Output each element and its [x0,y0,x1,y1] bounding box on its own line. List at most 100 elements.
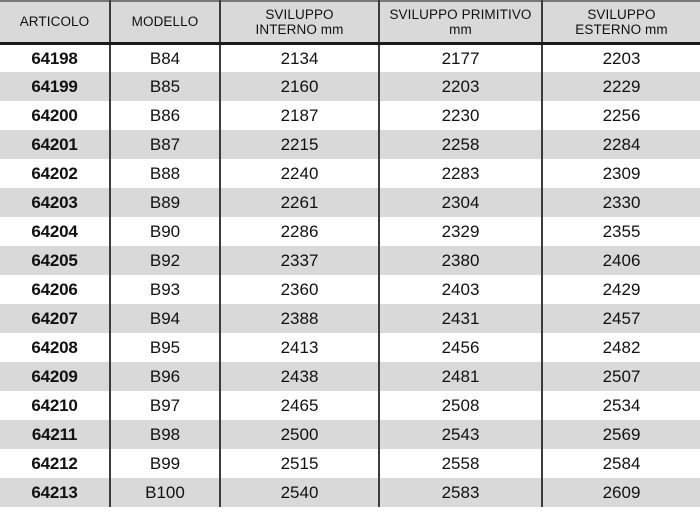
cell-articolo: 64206 [0,275,111,304]
cell-modello: B87 [110,130,221,159]
cell-sviluppo-esterno: 2330 [602,193,641,212]
cell-sviluppo-interno: 2540 [220,478,380,507]
specification-table: ARTICOLO MODELLO SVILUPPO INTERNO mm SVI… [0,0,700,507]
table-row: 64204 B90 2286 2329 2355 [0,217,700,246]
cell-sviluppo-interno: 2515 [220,449,380,478]
cell-modello: B95 [110,333,221,362]
table-row: 64201 B87 2215 2258 2284 [0,130,700,159]
cell-sviluppo-interno: 2215 [220,130,380,159]
cell-sviluppo-interno: 2134 [220,43,380,72]
cell-sviluppo-esterno: 2429 [602,280,641,299]
cell-sviluppo-primitivo: 2258 [379,130,543,159]
cell-articolo: 64213 [0,478,111,507]
cell-sviluppo-interno: 2240 [220,159,380,188]
cell-sviluppo-interno: 2337 [220,246,380,275]
cell-sviluppo-interno: 2465 [220,391,380,420]
cell-modello: B99 [110,449,221,478]
table-row: 64203 B89 2261 2304 2330 [0,188,700,217]
cell-modello: B98 [110,420,221,449]
cell-sviluppo-interno: 2261 [220,188,380,217]
cell-sviluppo-interno: 2388 [220,304,380,333]
table-row: 64208 B95 2413 2456 2482 [0,333,700,362]
cell-sviluppo-primitivo: 2431 [379,304,543,333]
table-header: ARTICOLO MODELLO SVILUPPO INTERNO mm SVI… [0,0,700,45]
column-header-articolo: ARTICOLO [0,0,111,45]
cell-articolo: 64202 [0,159,111,188]
cell-sviluppo-primitivo: 2403 [379,275,543,304]
cell-sviluppo-esterno: 2229 [602,77,641,96]
table-row: 64202 B88 2240 2283 2309 [0,159,700,188]
cell-sviluppo-interno: 2286 [220,217,380,246]
cell-modello: B93 [110,275,221,304]
table-row: 64199 B85 2160 2203 2229 [0,72,700,101]
cell-sviluppo-esterno: 2482 [602,338,641,357]
cell-sviluppo-interno: 2413 [220,333,380,362]
cell-articolo: 64208 [0,333,111,362]
cell-sviluppo-esterno: 2355 [602,222,641,241]
cell-sviluppo-primitivo: 2508 [379,391,543,420]
cell-articolo: 64203 [0,188,111,217]
cell-sviluppo-primitivo: 2177 [379,43,543,72]
cell-sviluppo-esterno: 2309 [602,164,641,183]
table-row: 64210 B97 2465 2508 2534 [0,391,700,420]
cell-articolo: 64210 [0,391,111,420]
cell-sviluppo-esterno: 2284 [602,135,641,154]
cell-sviluppo-esterno: 2507 [602,367,641,386]
cell-sviluppo-primitivo: 2583 [379,478,543,507]
cell-sviluppo-primitivo: 2283 [379,159,543,188]
cell-modello: B86 [110,101,221,130]
cell-sviluppo-interno: 2438 [220,362,380,391]
cell-sviluppo-interno: 2360 [220,275,380,304]
table-row: 64198 B84 2134 2177 2203 [0,43,700,72]
column-header-sviluppo-esterno: SVILUPPO ESTERNO mm [542,0,700,45]
cell-sviluppo-esterno: 2406 [602,251,641,270]
cell-modello: B89 [110,188,221,217]
cell-modello: B97 [110,391,221,420]
cell-sviluppo-esterno: 2256 [602,106,641,125]
cell-articolo: 64204 [0,217,111,246]
cell-sviluppo-interno: 2160 [220,72,380,101]
cell-sviluppo-primitivo: 2329 [379,217,543,246]
cell-sviluppo-primitivo: 2380 [379,246,543,275]
cell-sviluppo-primitivo: 2543 [379,420,543,449]
column-header-modello: MODELLO [110,0,221,45]
cell-sviluppo-primitivo: 2481 [379,362,543,391]
cell-modello: B100 [110,478,221,507]
header-row: ARTICOLO MODELLO SVILUPPO INTERNO mm SVI… [0,0,700,45]
cell-sviluppo-primitivo: 2304 [379,188,543,217]
cell-modello: B88 [110,159,221,188]
cell-modello: B84 [110,43,221,72]
cell-sviluppo-esterno: 2203 [602,48,641,68]
cell-sviluppo-interno: 2187 [220,101,380,130]
table-row: 64205 B92 2337 2380 2406 [0,246,700,275]
table-row: 64200 B86 2187 2230 2256 [0,101,700,130]
column-header-sviluppo-primitivo: SVILUPPO PRIMITIVO mm [379,0,543,45]
cell-modello: B85 [110,72,221,101]
cell-modello: B92 [110,246,221,275]
cell-sviluppo-interno: 2500 [220,420,380,449]
cell-articolo: 64209 [0,362,111,391]
cell-sviluppo-esterno: 2534 [602,396,641,415]
cell-articolo: 64212 [0,449,111,478]
cell-sviluppo-primitivo: 2203 [379,72,543,101]
cell-sviluppo-esterno: 2609 [602,483,641,502]
cell-articolo: 64200 [0,101,111,130]
table-row: 64212 B99 2515 2558 2584 [0,449,700,478]
cell-sviluppo-esterno: 2569 [602,425,641,444]
table-row: 64207 B94 2388 2431 2457 [0,304,700,333]
cell-sviluppo-primitivo: 2230 [379,101,543,130]
cell-modello: B94 [110,304,221,333]
cell-sviluppo-esterno: 2584 [602,454,641,473]
cell-articolo: 64207 [0,304,111,333]
table-row: 64213 B100 2540 2583 2609 [0,478,700,507]
cell-sviluppo-primitivo: 2456 [379,333,543,362]
table-row: 64211 B98 2500 2543 2569 [0,420,700,449]
cell-articolo: 64205 [0,246,111,275]
cell-articolo: 64201 [0,130,111,159]
cell-modello: B90 [110,217,221,246]
cell-sviluppo-esterno: 2457 [602,309,641,328]
cell-articolo: 64198 [0,43,111,72]
cell-modello: B96 [110,362,221,391]
table-row: 64206 B93 2360 2403 2429 [0,275,700,304]
